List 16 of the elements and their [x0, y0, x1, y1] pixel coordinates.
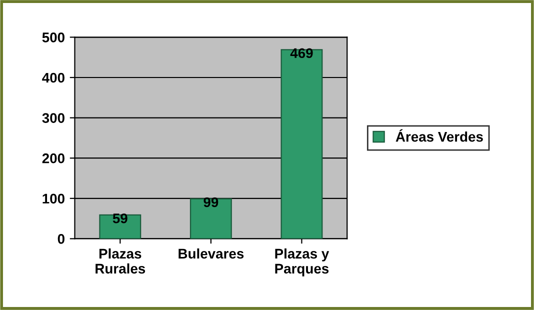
y-tick-label: 300 [42, 113, 64, 123]
y-tick-label: 0 [58, 234, 64, 244]
y-tick-label: 100 [42, 194, 64, 204]
y-tick-label: 200 [42, 153, 64, 164]
x-tick-label: Plazas Rurales [96, 248, 146, 274]
data-label: 59 [112, 213, 128, 224]
legend-label: Áreas Verdes [396, 129, 483, 142]
y-tick-label: 400 [42, 72, 64, 83]
x-tick-label: Bulevares [178, 248, 244, 259]
bar [99, 214, 142, 239]
bar [280, 49, 323, 239]
bar [190, 198, 232, 239]
x-tick-label: Plazas y Parques [275, 248, 330, 276]
data-label: 99 [204, 197, 218, 208]
data-label: 469 [290, 48, 313, 58]
y-tick-label: 500 [42, 32, 64, 42]
